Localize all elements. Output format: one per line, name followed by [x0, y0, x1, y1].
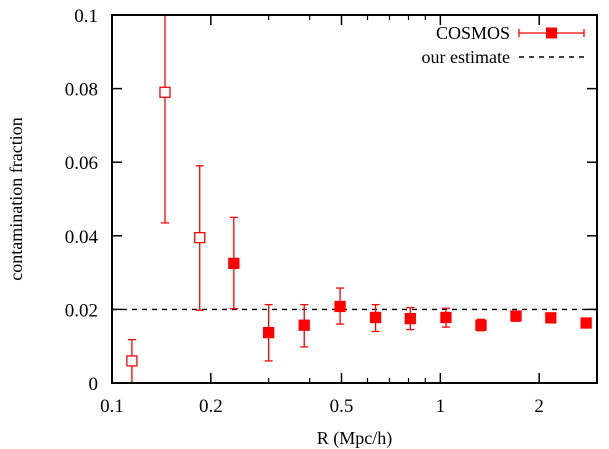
axes: 0.1 0.2 0.5 1 2 0 0.02 0.04 0.06 0.08 0.1 [65, 6, 598, 417]
legend: COSMOS our estimate [422, 23, 585, 67]
data-point [580, 317, 592, 329]
marker-filled-square [404, 312, 416, 325]
data-point [194, 165, 206, 311]
x-tick-label: 0.2 [199, 396, 223, 417]
marker-filled-square [369, 311, 382, 324]
marker-filled-square [580, 317, 592, 329]
y-tick-label: 0.06 [65, 153, 98, 174]
data-point [510, 310, 522, 322]
y-tick-label: 0.02 [65, 300, 98, 321]
data-point [334, 287, 346, 325]
x-tick-label: 0.1 [100, 396, 124, 417]
data-point [369, 303, 382, 333]
data-point [263, 303, 275, 362]
data-point [159, 15, 171, 224]
data-point [298, 303, 310, 348]
marker-filled-square [263, 326, 275, 339]
marker-open-square [126, 355, 138, 367]
x-tick-label: 0.5 [330, 396, 354, 417]
marker-filled-square [475, 319, 487, 331]
x-axis-label: R (Mpc/h) [317, 428, 393, 449]
legend-marker-cosmos [546, 27, 557, 39]
data-point [545, 312, 557, 324]
marker-filled-square [440, 311, 452, 324]
marker-filled-square [510, 310, 522, 322]
marker-filled-square [334, 300, 346, 313]
data-point [475, 318, 487, 332]
marker-open-square [194, 231, 206, 244]
marker-filled-square [545, 312, 557, 324]
data-point [228, 216, 240, 310]
x-tick-label: 1 [436, 396, 446, 417]
y-tick-label: 0 [89, 374, 99, 395]
y-tick-label: 0.08 [65, 80, 98, 101]
y-tick-label: 0.04 [65, 227, 99, 248]
x-tick-label: 2 [534, 396, 544, 417]
data-point [126, 338, 138, 383]
legend-label-estimate: our estimate [422, 47, 510, 67]
marker-open-square [159, 86, 171, 98]
y-axis-label: contamination fraction [6, 117, 26, 280]
legend-label-cosmos: COSMOS [436, 23, 510, 43]
plot-area [112, 15, 597, 383]
data-point [440, 307, 452, 328]
plot-frame [111, 14, 598, 384]
marker-filled-square [228, 257, 240, 270]
marker-filled-square [298, 319, 310, 331]
y-tick-label: 0.1 [74, 6, 98, 27]
data-point [404, 306, 416, 331]
